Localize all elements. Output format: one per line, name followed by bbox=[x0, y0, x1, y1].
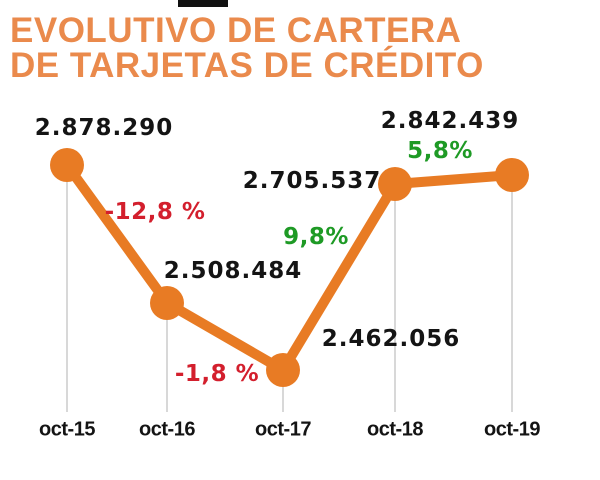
data-point-oct-17 bbox=[266, 353, 300, 387]
pct-change-label-3: 9,8% bbox=[283, 224, 349, 250]
x-axis-label-oct-16: oct-16 bbox=[139, 418, 195, 441]
data-point-oct-18 bbox=[378, 167, 412, 201]
top-decoration-bar bbox=[178, 0, 228, 7]
chart-title-line1: EVOLUTIVO DE CARTERA bbox=[10, 11, 462, 50]
value-label-oct-19: 2.842.439 bbox=[380, 108, 520, 134]
x-axis-label-oct-15: oct-15 bbox=[39, 418, 95, 441]
value-label-oct-18: 2.705.537 bbox=[242, 168, 382, 194]
pct-change-label-4: 5,8% bbox=[407, 138, 473, 164]
value-label-oct-16: 2.508.484 bbox=[163, 258, 303, 284]
pct-change-label-2: -1,8 % bbox=[174, 361, 260, 387]
data-point-oct-16 bbox=[150, 286, 184, 320]
x-axis-label-oct-19: oct-19 bbox=[484, 418, 540, 441]
value-label-oct-15: 2.878.290 bbox=[34, 115, 174, 141]
value-label-oct-17: 2.462.056 bbox=[321, 326, 461, 352]
data-point-oct-15 bbox=[50, 148, 84, 182]
x-axis-label-oct-18: oct-18 bbox=[367, 418, 423, 441]
x-axis-label-oct-17: oct-17 bbox=[255, 418, 311, 441]
data-point-oct-19 bbox=[495, 158, 529, 192]
chart-title: EVOLUTIVO DE CARTERA DE TARJETAS DE CRÉDI… bbox=[10, 13, 484, 83]
pct-change-label-1: -12,8 % bbox=[104, 199, 206, 225]
chart-title-line2: DE TARJETAS DE CRÉDITO bbox=[10, 46, 484, 85]
